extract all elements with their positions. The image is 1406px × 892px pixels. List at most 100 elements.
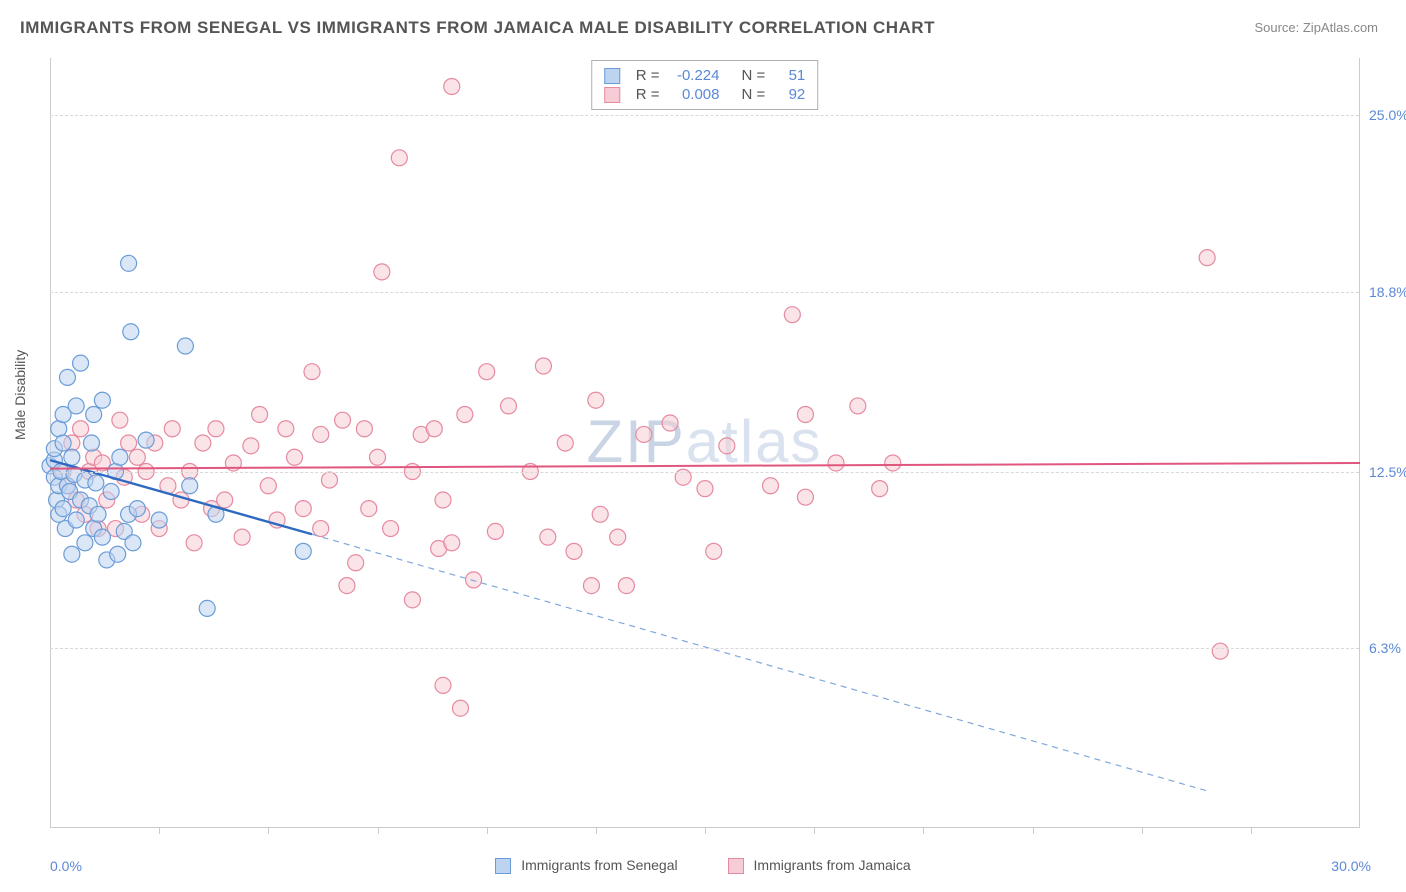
scatter-point [697, 481, 713, 497]
scatter-point [370, 449, 386, 465]
scatter-point [566, 543, 582, 559]
scatter-point [83, 435, 99, 451]
scatter-point [313, 426, 329, 442]
y-axis-label: Male Disability [12, 350, 28, 440]
scatter-point [110, 546, 126, 562]
scatter-point [426, 421, 442, 437]
scatter-point [123, 324, 139, 340]
scatter-point [304, 364, 320, 380]
scatter-point [243, 438, 259, 454]
x-tick [1251, 827, 1252, 834]
scatter-point [706, 543, 722, 559]
scatter-point [636, 426, 652, 442]
scatter-point [435, 492, 451, 508]
scatter-point [435, 677, 451, 693]
scatter-point [182, 478, 198, 494]
correlation-stats-box: R = -0.224 N = 51 R = 0.008 N = 92 [591, 60, 819, 110]
legend-swatch-jamaica [728, 858, 744, 874]
scatter-point [287, 449, 303, 465]
scatter-point [1199, 250, 1215, 266]
y-tick-label: 25.0% [1369, 107, 1406, 123]
scatter-point [295, 501, 311, 517]
scatter-point [479, 364, 495, 380]
scatter-point [55, 501, 71, 517]
gridline-h [50, 115, 1359, 116]
scatter-point [295, 543, 311, 559]
scatter-point [797, 489, 813, 505]
legend-label-jamaica: Immigrants from Jamaica [754, 857, 911, 873]
scatter-point [557, 435, 573, 451]
scatter-point [797, 406, 813, 422]
trend-line-solid [50, 463, 1360, 469]
stats-n-senegal: 51 [775, 67, 805, 84]
scatter-point [391, 150, 407, 166]
scatter-point [457, 406, 473, 422]
scatter-point [487, 523, 503, 539]
scatter-point [138, 432, 154, 448]
scatter-point [186, 535, 202, 551]
scatter-point [321, 472, 337, 488]
legend-item-senegal: Immigrants from Senegal [495, 857, 677, 874]
scatter-point [662, 415, 678, 431]
scatter-point [763, 478, 779, 494]
chart-title: IMMIGRANTS FROM SENEGAL VS IMMIGRANTS FR… [20, 18, 935, 38]
scatter-point [86, 406, 102, 422]
scatter-point [199, 600, 215, 616]
x-tick [487, 827, 488, 834]
scatter-point [55, 435, 71, 451]
x-tick [1142, 827, 1143, 834]
scatter-point [466, 572, 482, 588]
scatter-point [217, 492, 233, 508]
scatter-point [68, 512, 84, 528]
scatter-point [103, 483, 119, 499]
x-tick [268, 827, 269, 834]
scatter-point [452, 700, 468, 716]
scatter-point [90, 506, 106, 522]
scatter-point [872, 481, 888, 497]
scatter-point [164, 421, 180, 437]
scatter-point [73, 355, 89, 371]
scatter-point [252, 406, 268, 422]
stats-row-jamaica: R = 0.008 N = 92 [604, 86, 806, 103]
scatter-point [501, 398, 517, 414]
x-tick [596, 827, 597, 834]
scatter-point [535, 358, 551, 374]
scatter-point [339, 578, 355, 594]
scatter-point [850, 398, 866, 414]
trend-line-dashed [312, 534, 1207, 791]
stats-swatch-senegal [604, 68, 620, 84]
gridline-h [50, 648, 1359, 649]
scatter-point [784, 307, 800, 323]
scatter-point [151, 512, 167, 528]
x-tick [159, 827, 160, 834]
scatter-point [121, 435, 137, 451]
gridline-h [50, 292, 1359, 293]
scatter-point [112, 412, 128, 428]
scatter-point [73, 421, 89, 437]
scatter-point [404, 592, 420, 608]
scatter-point [112, 449, 128, 465]
scatter-point [208, 421, 224, 437]
x-tick [705, 827, 706, 834]
scatter-point [59, 369, 75, 385]
legend-item-jamaica: Immigrants from Jamaica [728, 857, 911, 874]
y-tick-label: 18.8% [1369, 284, 1406, 300]
source-attribution: Source: ZipAtlas.com [1254, 20, 1378, 35]
scatter-point [51, 421, 67, 437]
scatter-point [383, 521, 399, 537]
stats-swatch-jamaica [604, 87, 620, 103]
gridline-h [50, 472, 1359, 473]
scatter-point [121, 255, 137, 271]
scatter-point [828, 455, 844, 471]
stats-row-senegal: R = -0.224 N = 51 [604, 67, 806, 84]
scatter-point [335, 412, 351, 428]
y-tick-label: 12.5% [1369, 464, 1406, 480]
scatter-point [1212, 643, 1228, 659]
scatter-point [88, 475, 104, 491]
scatter-point [719, 438, 735, 454]
scatter-point [540, 529, 556, 545]
scatter-point [77, 535, 93, 551]
scatter-point [348, 555, 364, 571]
scatter-point [125, 535, 141, 551]
x-tick [814, 827, 815, 834]
